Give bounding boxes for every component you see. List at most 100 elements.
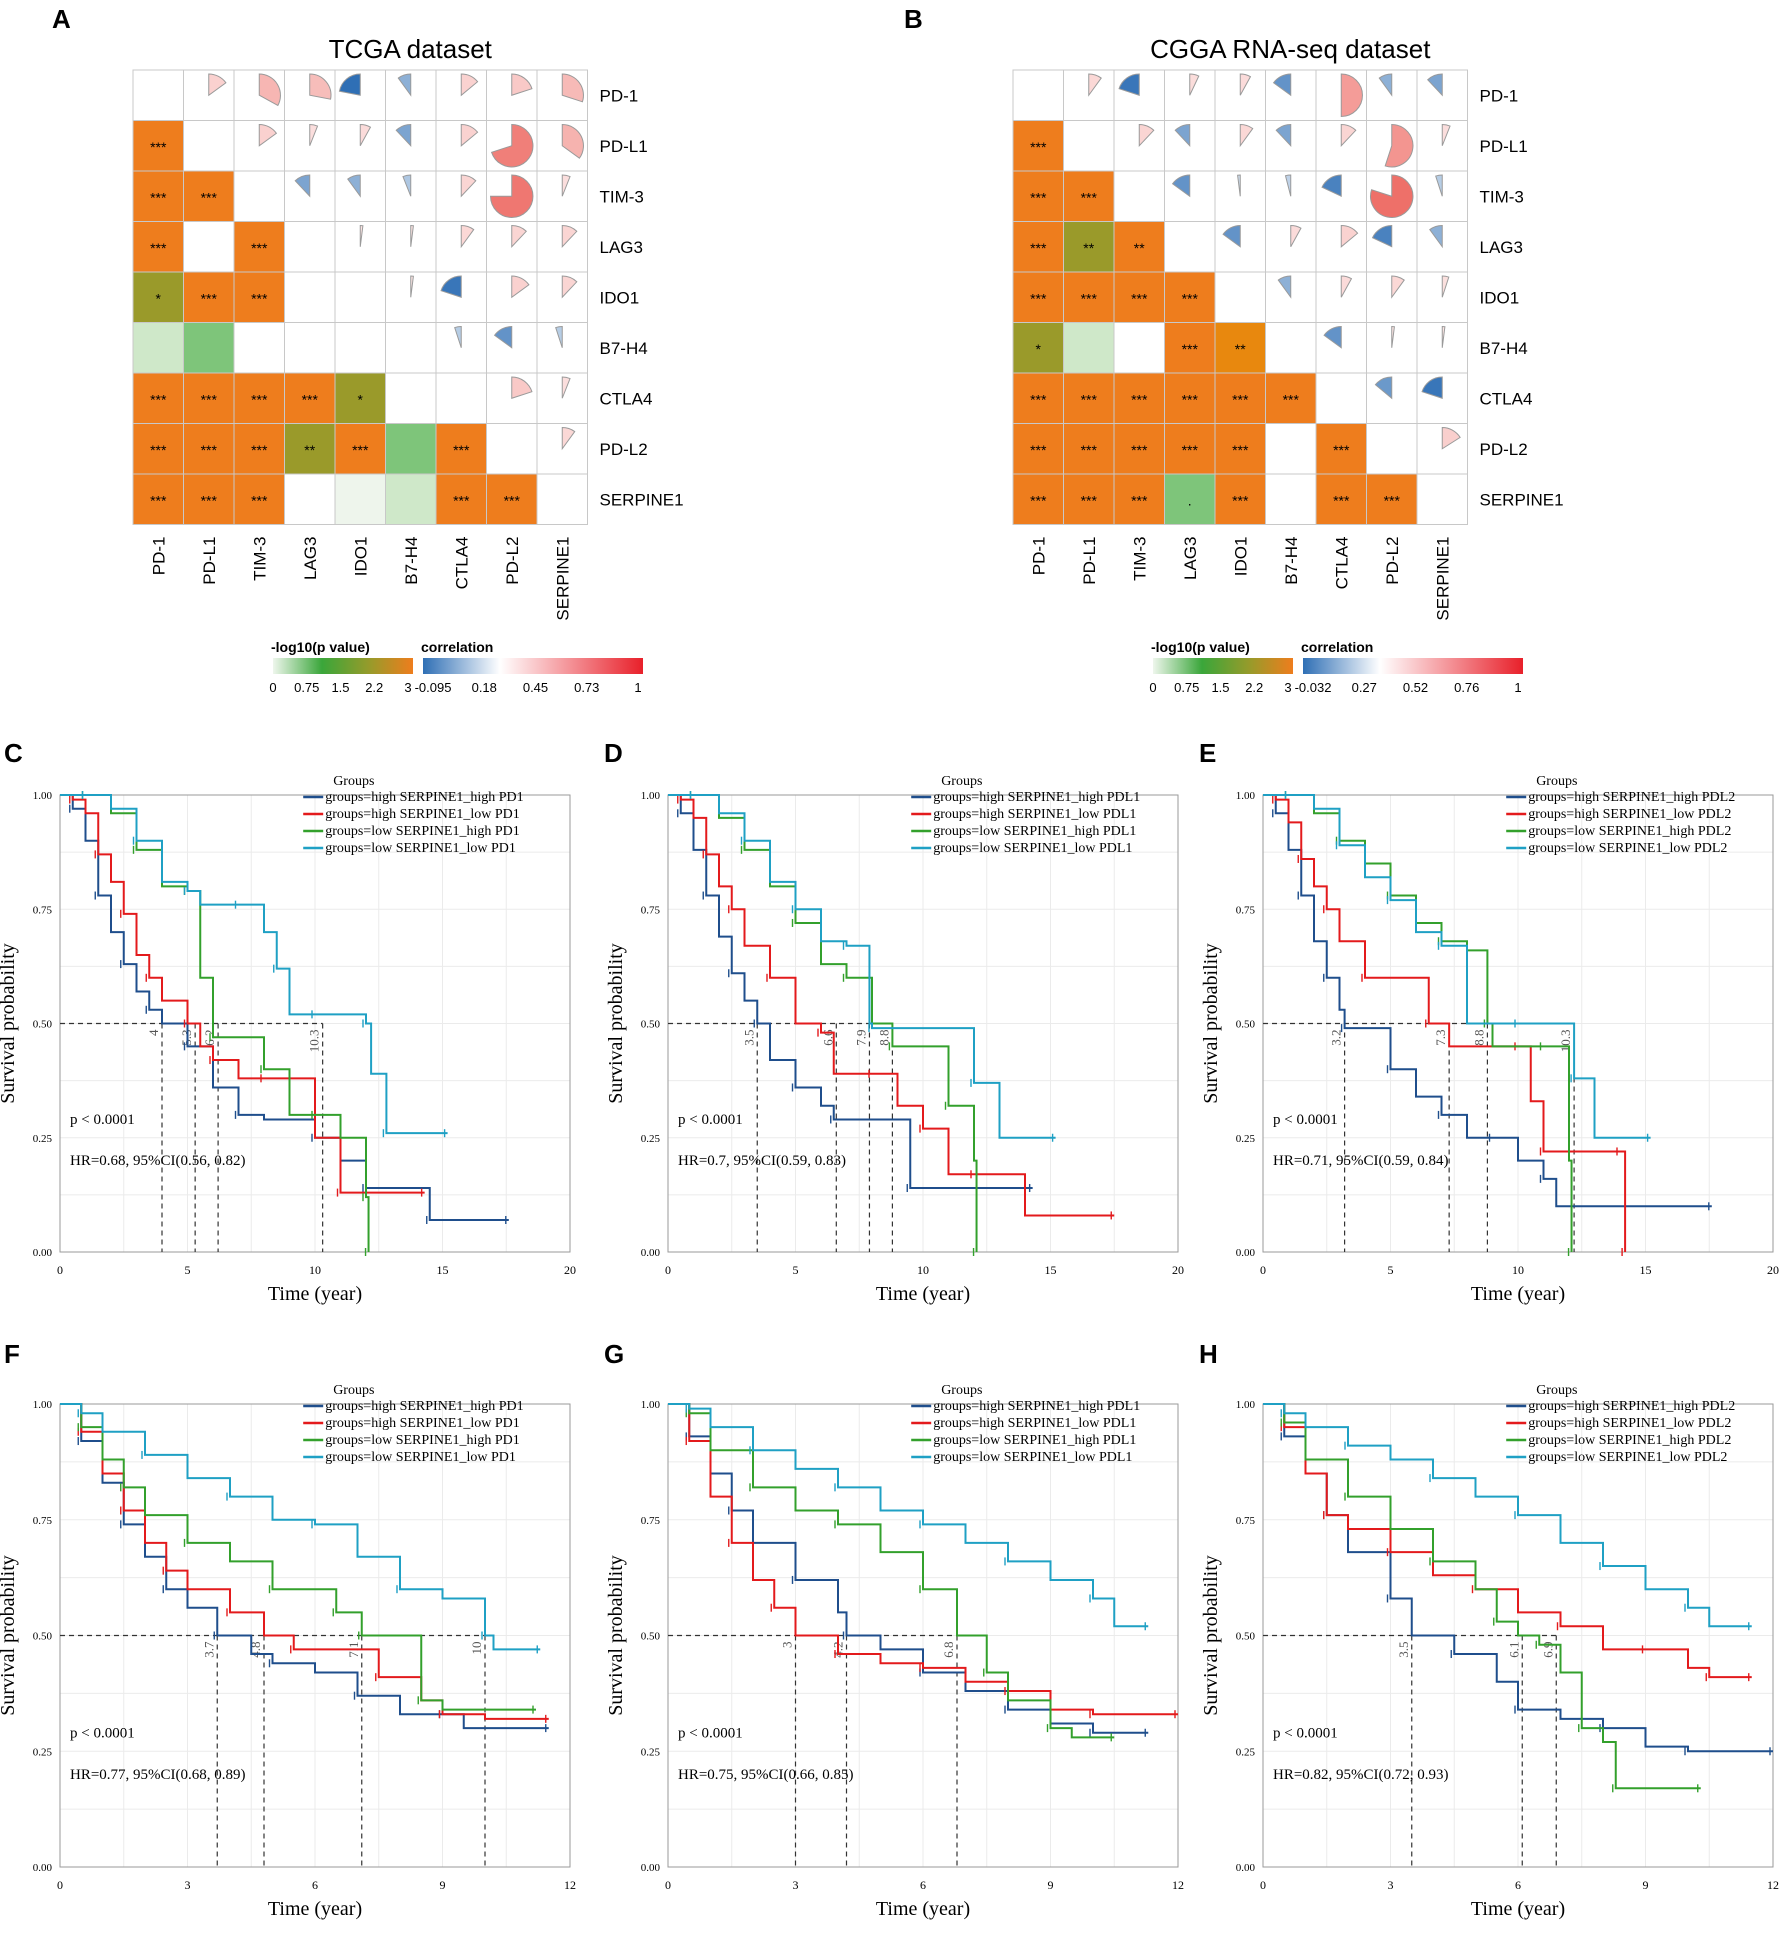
pvalue-tick-label: 0 bbox=[1149, 680, 1156, 695]
correlation-pie bbox=[561, 427, 576, 451]
correlation-pie bbox=[402, 174, 412, 197]
heatmap-cell bbox=[334, 271, 386, 323]
p-value-text: p < 0.0001 bbox=[1273, 1725, 1338, 1741]
column-label: PD-L1 bbox=[200, 537, 219, 585]
correlation-pie bbox=[1237, 174, 1241, 197]
correlation-pie bbox=[490, 124, 534, 168]
x-tick-label: 0 bbox=[57, 1263, 63, 1277]
x-tick-label: 6 bbox=[1515, 1878, 1521, 1892]
correlation-pie bbox=[1378, 73, 1393, 97]
legend-entry: groups=low SERPINE1_high PDL2 bbox=[1528, 1433, 1731, 1448]
row-label: SERPINE1 bbox=[1480, 490, 1564, 509]
significance-label: *** bbox=[150, 442, 167, 458]
correlation-pie bbox=[1239, 73, 1252, 96]
correlation-tick-label: 0.27 bbox=[1352, 680, 1377, 695]
correlation-pie bbox=[555, 326, 563, 348]
significance-label: *** bbox=[251, 240, 268, 256]
row-label: LAG3 bbox=[1480, 238, 1523, 257]
correlation-pie bbox=[359, 124, 372, 146]
legend-entry: groups=high SERPINE1_low PD1 bbox=[325, 1416, 520, 1431]
significance-label: ** bbox=[1235, 341, 1246, 357]
correlation-pie bbox=[395, 124, 412, 148]
y-tick-label: 1.00 bbox=[641, 1399, 661, 1411]
correlation-pie bbox=[1340, 275, 1353, 298]
row-label: SERPINE1 bbox=[600, 490, 684, 509]
x-tick-label: 3 bbox=[793, 1878, 799, 1892]
heatmap-cell bbox=[132, 322, 184, 374]
survival-curve bbox=[1263, 794, 1627, 1252]
significance-label: *** bbox=[1232, 492, 1249, 508]
heatmap-cell bbox=[284, 221, 336, 273]
heatmap-cell bbox=[233, 473, 285, 525]
significance-label: *** bbox=[1182, 442, 1199, 458]
correlation-pie bbox=[309, 124, 319, 146]
heatmap-cell bbox=[1214, 372, 1266, 424]
correlation-legend-title: correlation bbox=[421, 639, 493, 655]
median-label: 3.2 bbox=[1329, 1030, 1344, 1046]
y-axis-label: Survival probability bbox=[605, 1555, 627, 1716]
significance-label: *** bbox=[150, 240, 167, 256]
correlation-pie bbox=[561, 124, 584, 159]
significance-label: ** bbox=[1083, 240, 1094, 256]
heatmap-cell bbox=[486, 423, 538, 475]
y-axis-label: Survival probability bbox=[1200, 943, 1222, 1104]
heatmap-cell bbox=[1164, 221, 1216, 273]
significance-label: *** bbox=[1081, 290, 1098, 306]
significance-label: *** bbox=[1182, 391, 1199, 407]
legend-entry: groups=high SERPINE1_low PDL2 bbox=[1528, 1416, 1731, 1431]
legend-entry: groups=low SERPINE1_low PDL2 bbox=[1528, 1450, 1727, 1465]
km-panel-d: D 0 5 10 15 20 0.00 0.25 0.50 0.75 1.00 Time (year)… bbox=[604, 738, 1184, 1305]
heatmap-cell bbox=[1113, 170, 1165, 222]
heatmap-cell bbox=[385, 372, 437, 424]
pvalue-colorbar bbox=[273, 658, 413, 674]
y-tick-label: 0.50 bbox=[1236, 1631, 1256, 1643]
p-value-text: p < 0.0001 bbox=[1273, 1112, 1338, 1128]
panel-label: G bbox=[604, 1339, 624, 1369]
heatmap-cell bbox=[1265, 473, 1317, 525]
correlation-pie bbox=[1371, 225, 1393, 248]
correlation-pie bbox=[1171, 174, 1191, 198]
km-panel-g: G 0 3 6 9 12 0.00 0.25 0.50 0.75 1.00 Time (year) Su… bbox=[604, 1339, 1184, 1920]
heatmap-cell bbox=[183, 170, 235, 222]
significance-label: *** bbox=[352, 442, 369, 458]
x-tick-label: 6 bbox=[920, 1878, 926, 1892]
median-label: 3.5 bbox=[741, 1030, 756, 1046]
correlation-pie bbox=[561, 376, 571, 399]
x-tick-label: 6 bbox=[312, 1878, 318, 1892]
y-tick-label: 0.25 bbox=[641, 1133, 661, 1145]
heatmap-cell bbox=[1113, 423, 1165, 475]
legend-entry: groups=high SERPINE1_high PDL1 bbox=[933, 1399, 1140, 1414]
significance-label: *** bbox=[1131, 492, 1148, 508]
median-label: 10.3 bbox=[307, 1030, 322, 1053]
significance-label: *** bbox=[453, 492, 470, 508]
legend-entry: groups=high SERPINE1_high PDL2 bbox=[1528, 790, 1735, 805]
y-axis-label: Survival probability bbox=[0, 1555, 19, 1716]
legend-title: Groups bbox=[1536, 1383, 1577, 1398]
row-label: PD-L1 bbox=[1480, 137, 1528, 156]
correlation-pie bbox=[493, 326, 513, 349]
y-tick-label: 0.50 bbox=[1236, 1019, 1256, 1031]
correlation-pie bbox=[258, 73, 281, 107]
correlation-pie bbox=[208, 73, 227, 97]
row-label: PD-L1 bbox=[600, 137, 648, 156]
pvalue-tick-label: 3 bbox=[1284, 680, 1291, 695]
significance-label: *** bbox=[150, 492, 167, 508]
correlation-pie bbox=[1421, 376, 1443, 399]
legend-entry: groups=high SERPINE1_low PDL1 bbox=[933, 1416, 1136, 1431]
x-tick-label: 12 bbox=[564, 1878, 576, 1892]
median-label: 3.7 bbox=[201, 1641, 216, 1658]
heatmap-cell bbox=[1214, 473, 1266, 525]
correlation-pie bbox=[359, 225, 364, 247]
heatmap-cell bbox=[1063, 473, 1115, 525]
correlation-pie bbox=[511, 275, 530, 299]
survival-curve bbox=[60, 1403, 549, 1730]
significance-label: *** bbox=[1030, 240, 1047, 256]
x-tick-label: 15 bbox=[437, 1263, 449, 1277]
x-axis-label: Time (year) bbox=[876, 1898, 970, 1920]
correlation-pie bbox=[1435, 174, 1443, 197]
correlation-pie bbox=[1340, 124, 1357, 148]
heatmap-cell bbox=[1063, 423, 1115, 475]
legend-entry: groups=low SERPINE1_high PD1 bbox=[325, 824, 520, 839]
